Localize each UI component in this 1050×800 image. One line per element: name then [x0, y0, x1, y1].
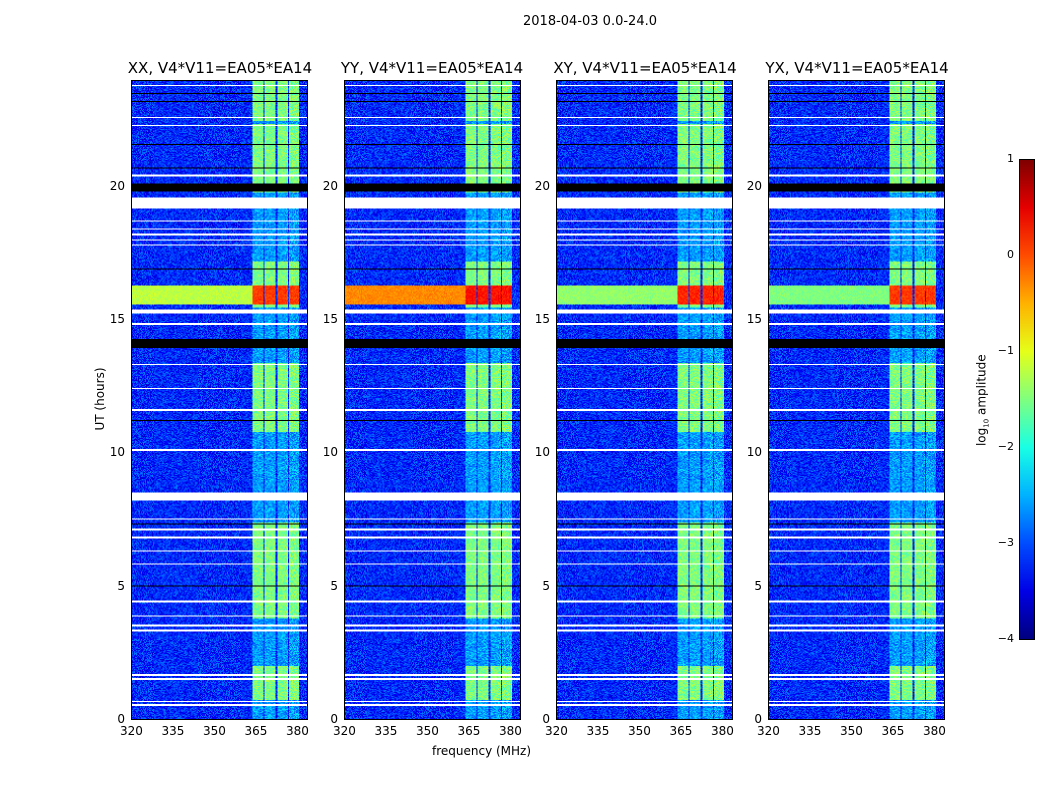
heatmap-xy	[556, 80, 733, 720]
y-tick-label: 15	[746, 312, 762, 326]
y-tick-label: 10	[746, 445, 762, 460]
y-tick-label: 15	[109, 312, 125, 326]
colorbar-tick-label: 0	[1007, 248, 1014, 261]
colorbar-tick-label: −2	[997, 440, 1014, 453]
panel-title-xx: XX, V4*V11=EA05*EA14	[127, 59, 313, 77]
colorbar-tick-label: −4	[997, 632, 1014, 645]
colorbar-tick-label: −1	[997, 344, 1014, 357]
x-tick-label: 380	[498, 724, 522, 738]
x-tick-label: 350	[627, 724, 651, 738]
x-tick-label: 320	[545, 724, 568, 738]
y-tick-label: 0	[542, 712, 550, 726]
y-tick-label: 20	[322, 178, 338, 193]
y-tick-label: 0	[117, 712, 125, 726]
x-axis-label: frequency (MHz)	[432, 744, 532, 758]
x-tick-label: 335	[374, 724, 398, 738]
y-tick-label: 20	[534, 178, 550, 193]
x-tick-label: 335	[161, 724, 185, 738]
y-tick-label: 5	[330, 578, 338, 593]
y-tick-label: 5	[542, 578, 550, 593]
y-axis-label: UT (hours)	[93, 367, 107, 431]
panel-title-yx: YX, V4*V11=EA05*EA14	[765, 59, 949, 77]
panel-title-yy: YY, V4*V11=EA05*EA14	[340, 59, 524, 77]
heatmap-xx	[131, 80, 308, 720]
y-tick-label: 5	[117, 578, 125, 593]
x-tick-label: 380	[285, 724, 309, 738]
x-tick-label: 320	[757, 724, 780, 738]
x-tick-label: 380	[922, 724, 946, 738]
y-tick-label: 15	[322, 312, 338, 326]
figure-title: 2018-04-03 0.0-24.0	[523, 14, 657, 29]
colorbar	[1019, 159, 1035, 640]
y-tick-label: 15	[534, 312, 550, 326]
x-tick-label: 335	[586, 724, 610, 738]
x-tick-label: 350	[415, 724, 439, 738]
x-tick-label: 335	[798, 724, 822, 738]
y-tick-label: 10	[534, 445, 550, 460]
x-tick-label: 365	[881, 724, 905, 738]
colorbar-tick-label: −3	[997, 536, 1014, 549]
y-tick-label: 20	[746, 178, 762, 193]
x-tick-label: 365	[457, 724, 481, 738]
panel-title-xy: XY, V4*V11=EA05*EA14	[553, 59, 737, 77]
y-tick-label: 5	[754, 578, 762, 593]
y-tick-label: 10	[109, 445, 125, 460]
heatmap-yx	[768, 80, 945, 720]
x-tick-label: 380	[710, 724, 734, 738]
colorbar-label: log10 amplitude	[974, 354, 991, 447]
y-tick-label: 0	[754, 712, 762, 726]
y-tick-label: 0	[330, 712, 338, 726]
colorbar-tick-label: 1	[1007, 152, 1014, 165]
x-tick-label: 350	[202, 724, 226, 738]
heatmap-yy	[344, 80, 521, 720]
x-tick-label: 365	[669, 724, 693, 738]
x-tick-label: 320	[120, 724, 143, 738]
y-tick-label: 20	[109, 178, 125, 193]
x-tick-label: 365	[244, 724, 268, 738]
y-tick-label: 10	[322, 445, 338, 460]
x-tick-label: 320	[333, 724, 356, 738]
x-tick-label: 350	[839, 724, 863, 738]
